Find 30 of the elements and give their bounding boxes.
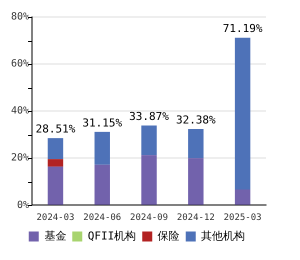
bar — [141, 126, 157, 156]
bar — [94, 164, 110, 205]
bar — [48, 166, 64, 205]
bar — [141, 155, 157, 205]
x-tick-label: 2025-03 — [224, 212, 262, 223]
x-tick-label: 2024-12 — [176, 212, 215, 223]
legend-label: QFII机构 — [88, 229, 136, 242]
bar — [48, 138, 64, 160]
total-label: 28.51% — [36, 122, 76, 136]
x-tick-label: 2024-06 — [83, 212, 122, 223]
total-label: 33.87% — [129, 110, 170, 123]
y-tick-label: 60% — [11, 58, 30, 70]
x-tick-label: 2024-09 — [130, 212, 168, 223]
y-tick-label: 0% — [17, 200, 30, 211]
y-tick-label: 20% — [11, 152, 30, 164]
legend-label: 基金 — [44, 229, 66, 242]
legend-label: 其他机构 — [201, 229, 246, 242]
total-label: 31.15% — [82, 116, 122, 130]
y-tick-label: 40% — [11, 106, 30, 117]
total-label: 71.19% — [222, 22, 263, 36]
bar — [188, 158, 204, 205]
total-label: 32.38% — [176, 113, 216, 126]
bar — [234, 38, 250, 190]
bar — [234, 189, 250, 205]
x-tick-label: 2024-03 — [36, 212, 74, 223]
legend-label: 保险 — [158, 229, 180, 242]
bar — [94, 132, 110, 165]
bar — [48, 159, 64, 167]
bar — [188, 129, 204, 158]
y-tick-label: 80% — [11, 12, 30, 23]
